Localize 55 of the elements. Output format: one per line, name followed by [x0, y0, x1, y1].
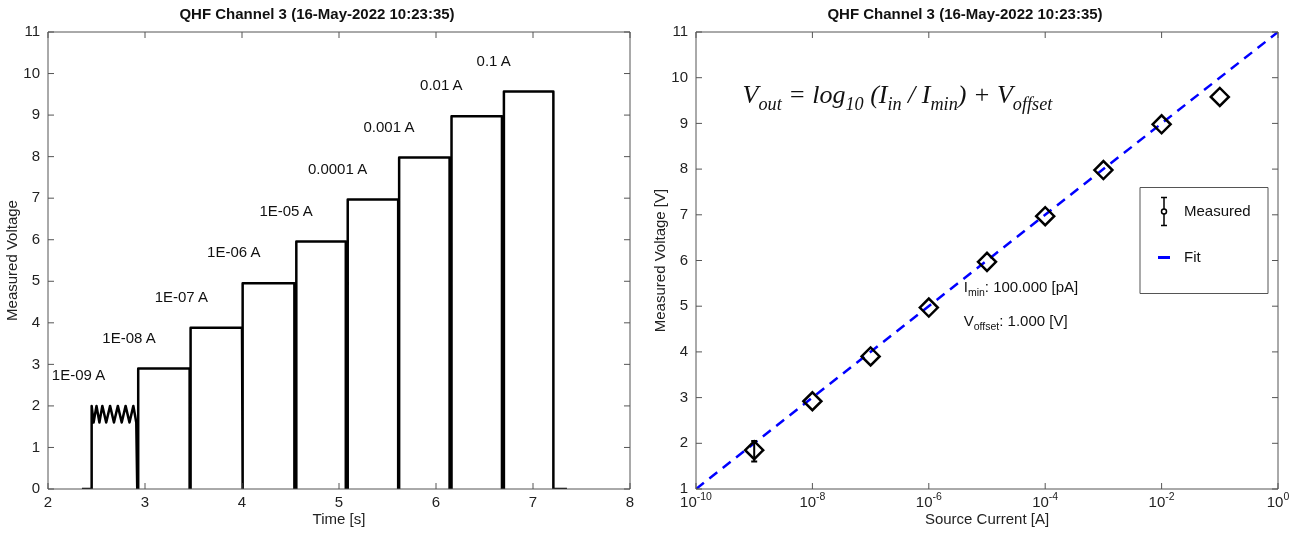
point — [1209, 86, 1231, 108]
y-tick-label: 8 — [31, 146, 40, 164]
point — [1034, 205, 1056, 227]
point — [1093, 159, 1114, 181]
y-tick-label: 2 — [679, 433, 688, 451]
chart-title: QHF Channel 3 (16-May-2022 10:23:35) — [179, 5, 455, 23]
y-axis-title: Measured Voltage — [3, 200, 21, 321]
annotation: 0.01 A — [420, 76, 463, 94]
chart-title: QHF Channel 3 (16-May-2022 10:23:35) — [827, 5, 1103, 23]
point — [918, 297, 940, 318]
point — [1151, 114, 1172, 135]
annotation: 1E-07 A — [154, 287, 209, 305]
annotation: 1E-08 A — [102, 328, 156, 346]
legend-label: Measured — [1184, 201, 1251, 219]
y-tick-label: 11 — [672, 22, 689, 40]
point — [743, 439, 765, 461]
point — [976, 251, 998, 273]
annotation: 1E-09 A — [51, 366, 106, 384]
annotation: 1E-05 A — [259, 201, 313, 219]
y-tick-label: 2 — [31, 396, 40, 414]
y-tick-label: 6 — [679, 250, 688, 268]
point — [802, 391, 823, 412]
point — [860, 346, 881, 367]
x-tick-label: 4 — [237, 493, 247, 511]
x-tick-label: 8 — [625, 493, 635, 511]
x-tick-label: 2 — [43, 493, 53, 511]
y-tick-label: 7 — [31, 188, 40, 206]
y-tick-label: 0 — [31, 479, 40, 497]
y-tick-label: 1 — [31, 437, 40, 455]
y-tick-label: 9 — [679, 113, 688, 131]
y-axis-title: Measured Voltage [V] — [651, 188, 669, 333]
annotation: 0.001 A — [363, 117, 415, 135]
y-tick-label: 10 — [671, 67, 688, 85]
y-tick-label: 5 — [679, 296, 688, 314]
y-tick-label: 5 — [31, 271, 40, 289]
x-tick-label: 6 — [431, 493, 441, 511]
x-tick-label: 3 — [140, 493, 150, 511]
legend-label: Fit — [1184, 247, 1202, 265]
x-tick-label: 5 — [334, 493, 344, 511]
y-tick-label: 11 — [24, 22, 41, 40]
y-tick-label: 4 — [31, 312, 40, 330]
y-tick-label: 3 — [31, 354, 40, 372]
annotation: 0.0001 A — [307, 159, 368, 177]
x-axis-title: Source Current [A] — [924, 510, 1050, 528]
annotation: 1E-06 A — [207, 243, 261, 261]
y-tick-label: 8 — [679, 159, 688, 177]
x-tick-label: 7 — [528, 493, 538, 511]
y-tick-label: 9 — [31, 105, 40, 123]
y-tick-label: 6 — [31, 229, 40, 247]
y-tick-label: 4 — [679, 342, 688, 360]
y-tick-label: 3 — [679, 387, 688, 405]
y-tick-label: 7 — [679, 204, 688, 222]
annotation: 0.1 A — [476, 51, 511, 69]
y-tick-label: 10 — [23, 63, 40, 81]
x-axis-title: Time [s] — [312, 510, 366, 528]
